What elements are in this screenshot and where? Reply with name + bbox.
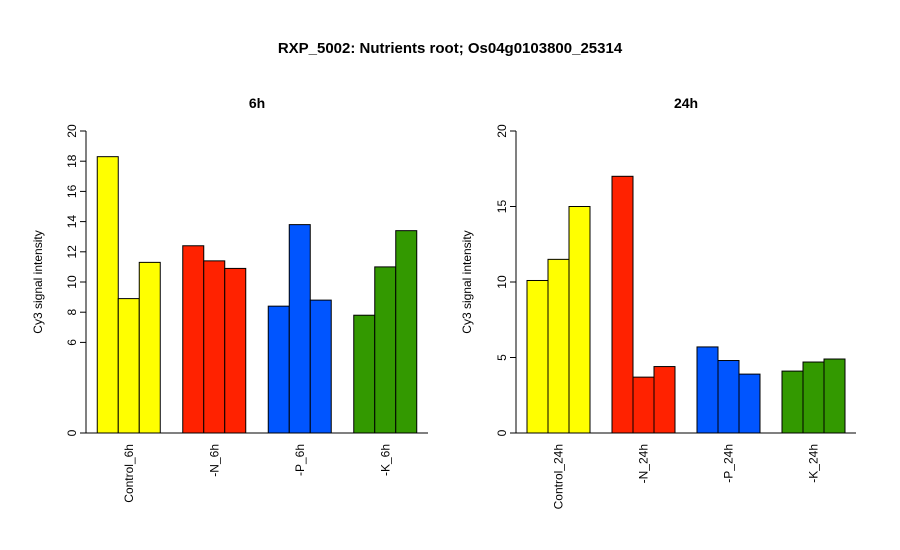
bar--N_6h-3 <box>224 267 247 434</box>
bar--N_24h-1 <box>611 175 634 434</box>
bar--P_6h-2 <box>288 224 311 434</box>
bar-Control_24h-3 <box>568 206 591 434</box>
bar--K_6h-1 <box>353 314 376 434</box>
y-tick-label: 15 <box>495 200 509 214</box>
bar--P_6h-3 <box>309 299 332 434</box>
bar-Control_6h-1 <box>96 156 119 434</box>
bar--N_6h-2 <box>203 260 226 434</box>
y-tick-label: 20 <box>495 124 509 138</box>
x-category-label: -N_24h <box>637 444 651 483</box>
panel-6h: 6h Cy3 signal intensity 0 6 8 10 12 14 16 18 20 Con… <box>31 95 428 503</box>
y-tick-label: 8 <box>65 309 79 316</box>
x-category-label: Control_6h <box>122 444 136 503</box>
bar--P_24h-2 <box>717 360 740 434</box>
y-tick-label: 10 <box>65 275 79 289</box>
bar-Control_24h-2 <box>547 258 570 434</box>
y-tick-label: 12 <box>65 245 79 259</box>
bar--P_24h-1 <box>696 346 719 434</box>
bar--N_6h-1 <box>182 245 205 434</box>
x-category-label: -P_6h <box>293 444 307 476</box>
bar--N_24h-2 <box>632 376 655 434</box>
bar--P_24h-3 <box>738 373 761 434</box>
y-axis-label: Cy3 signal intensity <box>31 230 45 333</box>
y-tick-label: 6 <box>65 339 79 346</box>
y-tick-label: 5 <box>495 354 509 361</box>
y-tick-label: 10 <box>495 275 509 289</box>
x-category-label: -K_24h <box>807 444 821 483</box>
y-tick-label: 16 <box>65 184 79 198</box>
y-tick-label: 0 <box>65 429 79 436</box>
y-tick-label: 18 <box>65 154 79 168</box>
bar--K_6h-3 <box>395 230 418 434</box>
bar-Control_6h-2 <box>117 298 140 434</box>
panel-title: 24h <box>674 95 698 111</box>
y-tick-label: 14 <box>65 215 79 229</box>
bar--K_6h-2 <box>374 266 397 434</box>
x-category-label: -K_6h <box>378 444 392 476</box>
y-tick-label: 0 <box>495 429 509 436</box>
bar--K_24h-1 <box>781 370 804 434</box>
chart-title: RXP_5002: Nutrients root; Os04g0103800_2… <box>278 40 623 57</box>
bar--K_24h-3 <box>823 358 846 434</box>
bar-Control_6h-3 <box>138 261 161 434</box>
x-category-label: Control_24h <box>552 444 566 509</box>
panel-title: 6h <box>249 95 265 111</box>
y-tick-label: 20 <box>65 124 79 138</box>
bar--P_6h-1 <box>267 305 290 434</box>
bar--N_24h-3 <box>653 366 676 434</box>
bar--K_24h-2 <box>802 361 825 434</box>
x-category-label: -P_24h <box>722 444 736 483</box>
panel-24h: 24h Cy3 signal intensity 0 5 10 15 20 Control_2… <box>460 95 856 509</box>
bar-Control_24h-1 <box>526 279 549 434</box>
x-category-label: -N_6h <box>207 444 221 477</box>
y-axis-label: Cy3 signal intensity <box>460 230 474 333</box>
